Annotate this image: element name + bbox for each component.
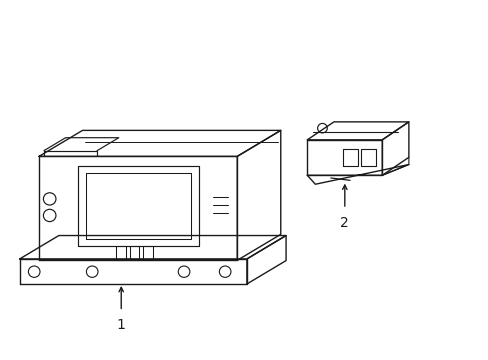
Bar [116, 246, 125, 260]
Bar [130, 246, 139, 260]
Text: 1: 1 [117, 318, 125, 332]
Text: 2: 2 [340, 216, 348, 230]
Bar [143, 246, 152, 260]
